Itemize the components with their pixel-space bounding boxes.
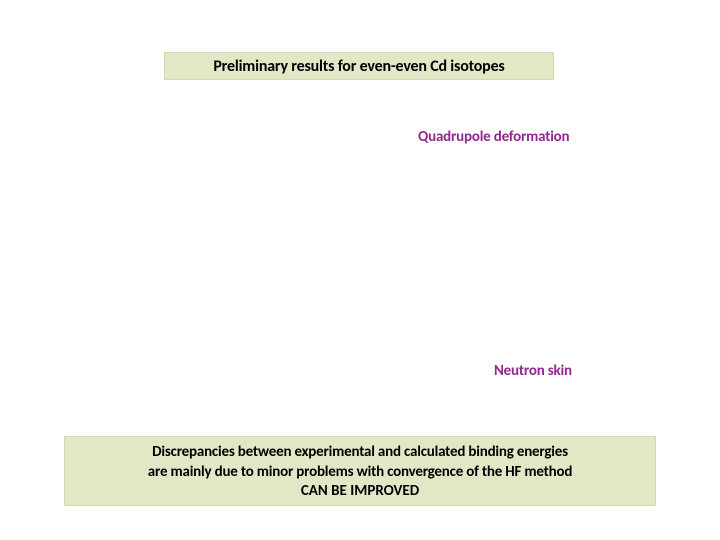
title-box: Preliminary results for even-even Cd iso…: [164, 52, 554, 80]
footer-line-3: CAN BE IMPROVED: [85, 482, 635, 502]
neutron-skin-label: Neutron skin: [494, 362, 572, 380]
quadrupole-deformation-label: Quadrupole deformation: [418, 128, 569, 146]
slide-container: Preliminary results for even-even Cd iso…: [0, 0, 720, 540]
title-text: Preliminary results for even-even Cd iso…: [213, 57, 504, 76]
footer-line-2: are mainly due to minor problems with co…: [85, 463, 635, 483]
footer-box: Discrepancies between experimental and c…: [64, 436, 656, 506]
footer-line-1: Discrepancies between experimental and c…: [85, 443, 635, 463]
